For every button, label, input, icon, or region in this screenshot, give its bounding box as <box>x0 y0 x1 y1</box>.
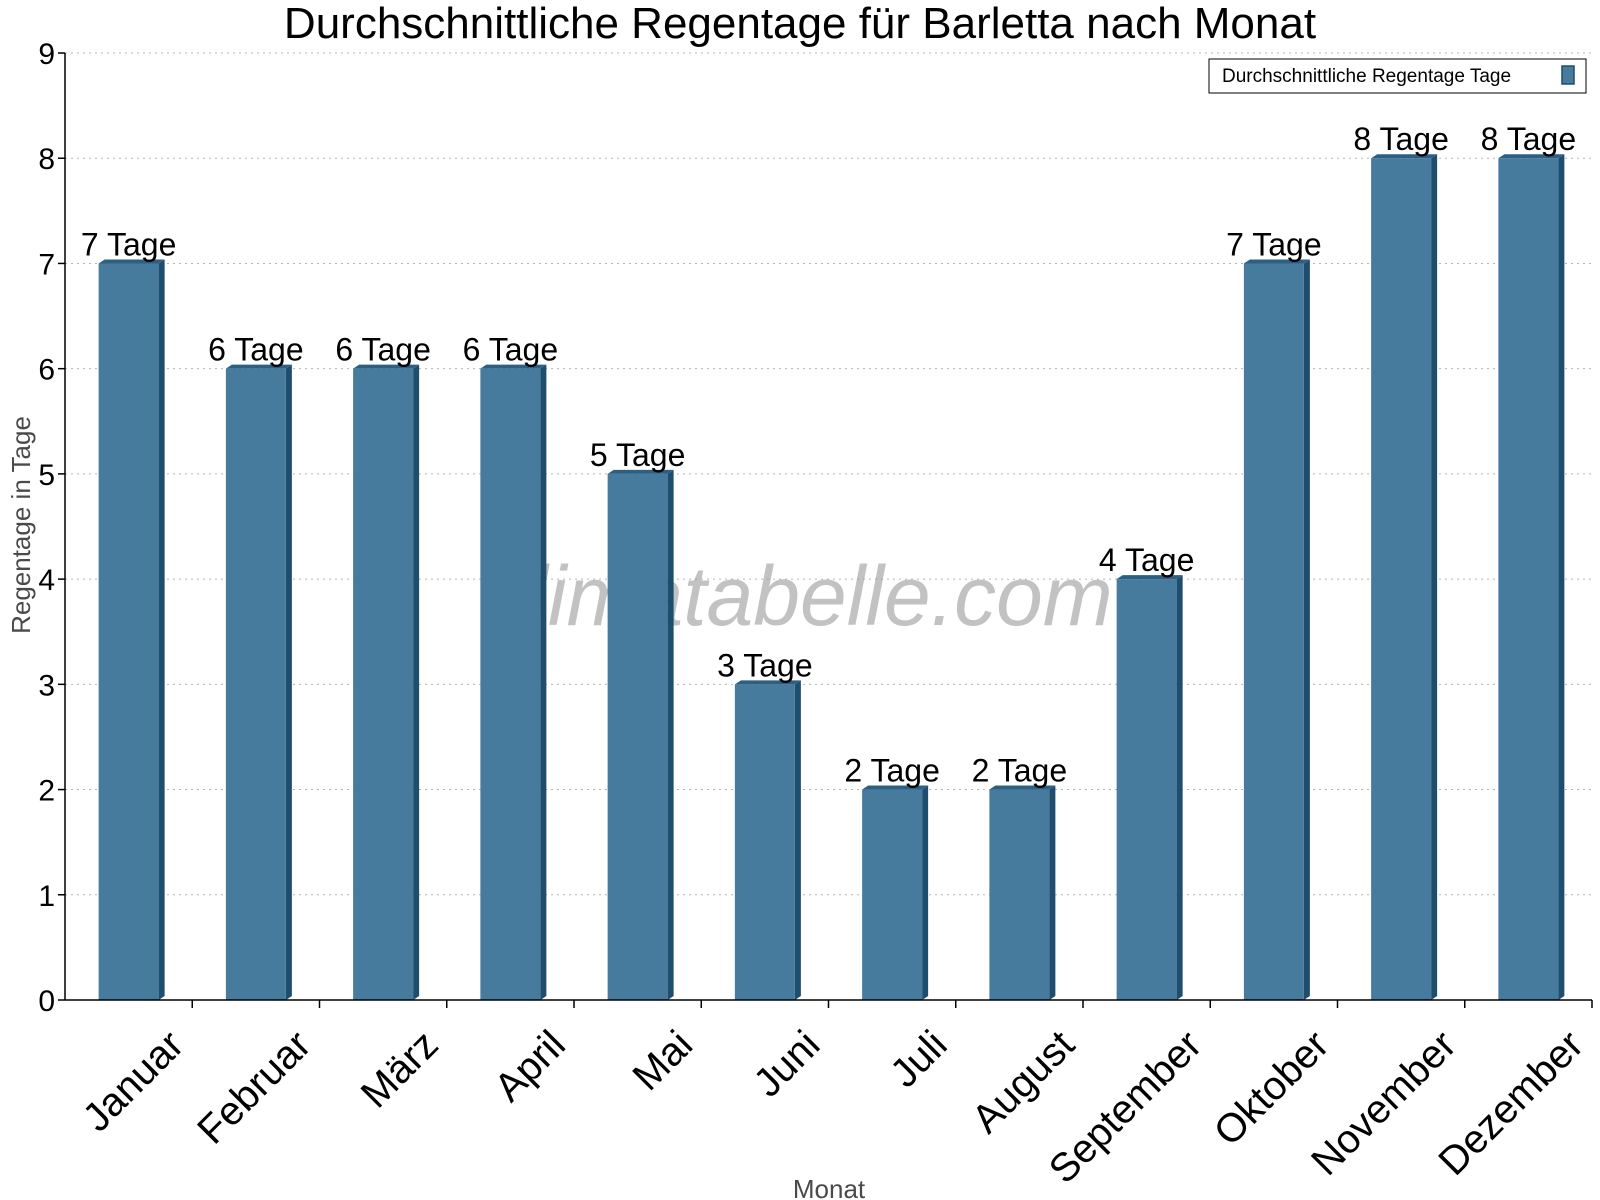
bar-face <box>225 368 286 1001</box>
legend-entry-label: Durchschnittliche Regentage Tage <box>1222 66 1511 87</box>
bar-november <box>1371 154 1438 1000</box>
bar-top <box>989 785 1056 790</box>
bar-side <box>1176 575 1183 1000</box>
y-axis-title: Regentage in Tage <box>6 416 36 634</box>
bar-side <box>1049 785 1056 1000</box>
bar-august <box>989 785 1056 1000</box>
data-label: 6 Tage <box>208 332 304 368</box>
data-label: 5 Tage <box>590 437 686 473</box>
bar-top <box>1498 154 1565 159</box>
bar-face <box>1371 158 1432 1000</box>
y-tick-label: 3 <box>38 669 55 702</box>
bar-top <box>1116 575 1183 580</box>
bar-side <box>1558 154 1565 1000</box>
y-tick-label: 9 <box>38 38 55 71</box>
chart-title: Durchschnittliche Regentage für Barletta… <box>284 0 1316 48</box>
y-tick-label: 8 <box>38 143 55 176</box>
bar-side <box>794 680 801 1000</box>
data-label: 8 Tage <box>1481 121 1577 157</box>
bar-dezember <box>1498 154 1565 1000</box>
bar-face <box>989 789 1050 1000</box>
data-label: 6 Tage <box>463 332 559 368</box>
data-labels: 7 Tage 6 Tage 6 Tage 6 Tage 5 Tage 3 Tage 2 Ta… <box>81 121 1576 788</box>
x-axis-title: Monat <box>793 1174 866 1200</box>
x-tick-label: März <box>353 1022 447 1116</box>
legend-box <box>1208 58 1587 94</box>
bar-face <box>734 684 795 1000</box>
x-tick-label: Juli <box>882 1022 956 1096</box>
y-tick-label: 2 <box>38 775 55 808</box>
x-tick-label: Oktober <box>1206 1022 1338 1154</box>
bar-side <box>1431 154 1438 1000</box>
x-tick-label: August <box>964 1022 1083 1141</box>
bars <box>98 154 1565 1001</box>
x-tick-label: Januar <box>75 1022 193 1140</box>
bar-top <box>353 364 420 369</box>
y-tick-label: 6 <box>38 354 55 387</box>
data-label: 4 Tage <box>1099 542 1195 578</box>
data-label: 7 Tage <box>1226 226 1322 262</box>
bar-side <box>413 364 420 1001</box>
data-label: 3 Tage <box>717 647 813 683</box>
bar-side <box>922 785 929 1000</box>
data-label: 6 Tage <box>335 332 431 368</box>
bar-face <box>1116 579 1177 1000</box>
x-tick-label: Juni <box>745 1022 828 1105</box>
x-tick-label: April <box>486 1022 574 1110</box>
bar-face <box>98 263 159 1000</box>
bar-face <box>1243 263 1304 1000</box>
data-label: 2 Tage <box>972 753 1068 789</box>
y-ticks: 0 1 2 3 4 5 6 7 8 9 <box>38 38 65 1018</box>
bar-top <box>1243 259 1310 264</box>
bar-side <box>540 364 547 1001</box>
bar-face <box>353 368 414 1001</box>
legend-swatch <box>1561 65 1575 85</box>
bar-face <box>480 368 541 1001</box>
watermark: klimatabelle.com <box>487 549 1113 643</box>
bar-top <box>862 785 929 790</box>
bar-september <box>1116 575 1183 1000</box>
data-label: 2 Tage <box>844 753 940 789</box>
bar-oktober <box>1243 259 1310 1000</box>
bar-top <box>1371 154 1438 159</box>
y-tick-label: 7 <box>38 248 55 281</box>
bar-april <box>480 364 547 1001</box>
bar-top <box>607 469 674 474</box>
bar-side <box>158 259 165 1000</box>
bar-side <box>1303 259 1310 1000</box>
bar-side <box>285 364 292 1001</box>
legend: Durchschnittliche Regentage Tage <box>1208 58 1587 94</box>
bar-februar <box>225 364 292 1001</box>
y-tick-label: 0 <box>38 985 55 1018</box>
bar-face <box>862 789 923 1000</box>
y-tick-label: 1 <box>38 880 55 913</box>
y-tick-label: 4 <box>38 564 55 597</box>
bar-juni <box>734 680 801 1000</box>
bar-top <box>225 364 292 369</box>
gridlines <box>65 52 1592 896</box>
bar-mai <box>607 469 674 1000</box>
bar-side <box>667 469 674 1000</box>
bar-januar <box>98 259 165 1000</box>
data-label: 7 Tage <box>81 226 177 262</box>
x-tick-label: Februar <box>189 1022 319 1152</box>
bar-face <box>607 473 668 1000</box>
bar-top <box>734 680 801 685</box>
x-tick-label: Mai <box>625 1022 702 1099</box>
y-tick-label: 5 <box>38 459 55 492</box>
bar-juli <box>862 785 929 1000</box>
bar-top <box>98 259 165 264</box>
bar-top <box>480 364 547 369</box>
bar-märz <box>353 364 420 1001</box>
data-label: 8 Tage <box>1353 121 1449 157</box>
bar-face <box>1498 158 1559 1000</box>
